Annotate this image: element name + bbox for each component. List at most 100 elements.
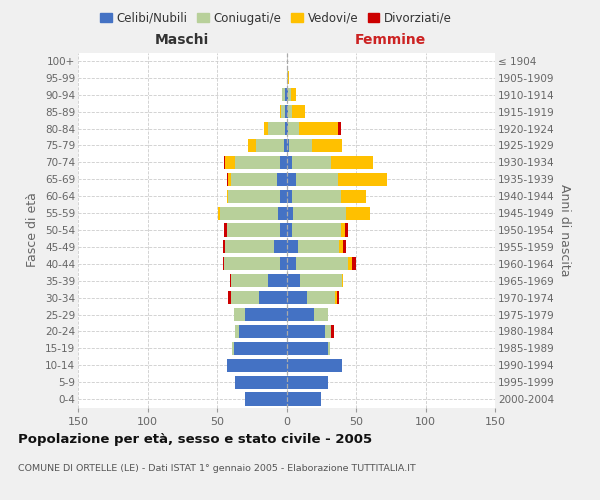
Bar: [314, 308, 328, 321]
Bar: [343, 240, 346, 254]
Bar: [287, 376, 328, 388]
Bar: [227, 172, 228, 186]
Bar: [288, 72, 289, 85]
Bar: [233, 342, 287, 355]
Bar: [231, 291, 259, 304]
Bar: [230, 274, 231, 287]
Bar: [287, 392, 321, 406]
Bar: [287, 139, 289, 152]
Bar: [287, 156, 292, 169]
Bar: [281, 105, 285, 118]
Bar: [285, 122, 287, 135]
Bar: [341, 224, 345, 236]
Bar: [293, 206, 346, 220]
Text: Maschi: Maschi: [155, 33, 209, 47]
Bar: [287, 342, 328, 355]
Bar: [280, 156, 287, 169]
Bar: [296, 172, 338, 186]
Text: Popolazione per età, sesso e stato civile - 2005: Popolazione per età, sesso e stato civil…: [18, 432, 372, 446]
Bar: [287, 72, 288, 85]
Bar: [228, 291, 231, 304]
Bar: [287, 308, 314, 321]
Bar: [287, 224, 292, 236]
Bar: [245, 308, 287, 321]
Bar: [233, 308, 245, 321]
Y-axis label: Anni di nascita: Anni di nascita: [558, 184, 571, 276]
Bar: [280, 105, 281, 118]
Bar: [227, 358, 287, 372]
Bar: [278, 206, 287, 220]
Bar: [335, 291, 337, 304]
Bar: [259, 291, 287, 304]
Bar: [287, 172, 296, 186]
Bar: [239, 325, 287, 338]
Bar: [311, 139, 342, 152]
Bar: [227, 224, 280, 236]
Bar: [268, 122, 285, 135]
Bar: [342, 274, 343, 287]
Bar: [264, 122, 268, 135]
Bar: [287, 240, 298, 254]
Bar: [347, 257, 352, 270]
Bar: [245, 392, 287, 406]
Bar: [296, 257, 347, 270]
Legend: Celibi/Nubili, Coniugati/e, Vedovi/e, Divorziati/e: Celibi/Nubili, Coniugati/e, Vedovi/e, Di…: [95, 7, 457, 30]
Bar: [228, 190, 280, 203]
Bar: [228, 172, 231, 186]
Bar: [280, 224, 287, 236]
Bar: [325, 325, 331, 338]
Bar: [287, 88, 288, 102]
Text: COMUNE DI ORTELLE (LE) - Dati ISTAT 1° gennaio 2005 - Elaborazione TUTTITALIA.IT: COMUNE DI ORTELLE (LE) - Dati ISTAT 1° g…: [18, 464, 416, 473]
Bar: [287, 358, 342, 372]
Bar: [220, 206, 278, 220]
Bar: [331, 156, 373, 169]
Bar: [285, 105, 287, 118]
Text: Femmine: Femmine: [355, 33, 427, 47]
Bar: [284, 139, 287, 152]
Bar: [287, 274, 301, 287]
Bar: [223, 240, 226, 254]
Bar: [292, 224, 341, 236]
Bar: [232, 342, 233, 355]
Bar: [287, 291, 307, 304]
Bar: [331, 325, 334, 338]
Bar: [341, 190, 366, 203]
Y-axis label: Fasce di età: Fasce di età: [26, 192, 40, 268]
Bar: [226, 240, 274, 254]
Bar: [224, 156, 226, 169]
Bar: [288, 88, 290, 102]
Bar: [340, 240, 343, 254]
Bar: [218, 206, 220, 220]
Bar: [235, 325, 239, 338]
Bar: [287, 190, 292, 203]
Bar: [328, 342, 329, 355]
Bar: [226, 156, 235, 169]
Bar: [248, 139, 256, 152]
Bar: [274, 240, 287, 254]
Bar: [288, 122, 299, 135]
Bar: [223, 257, 224, 270]
Bar: [345, 224, 347, 236]
Bar: [287, 325, 325, 338]
Bar: [224, 224, 227, 236]
Bar: [292, 190, 341, 203]
Bar: [287, 206, 293, 220]
Bar: [285, 88, 287, 102]
Bar: [298, 240, 340, 254]
Bar: [299, 122, 338, 135]
Bar: [352, 257, 356, 270]
Bar: [288, 105, 292, 118]
Bar: [280, 190, 287, 203]
Bar: [307, 291, 335, 304]
Bar: [227, 190, 228, 203]
Bar: [256, 139, 284, 152]
Bar: [338, 122, 341, 135]
Bar: [224, 257, 280, 270]
Bar: [231, 172, 277, 186]
Bar: [292, 156, 331, 169]
Bar: [289, 139, 311, 152]
Bar: [280, 257, 287, 270]
Bar: [290, 88, 296, 102]
Bar: [287, 257, 296, 270]
Bar: [268, 274, 287, 287]
